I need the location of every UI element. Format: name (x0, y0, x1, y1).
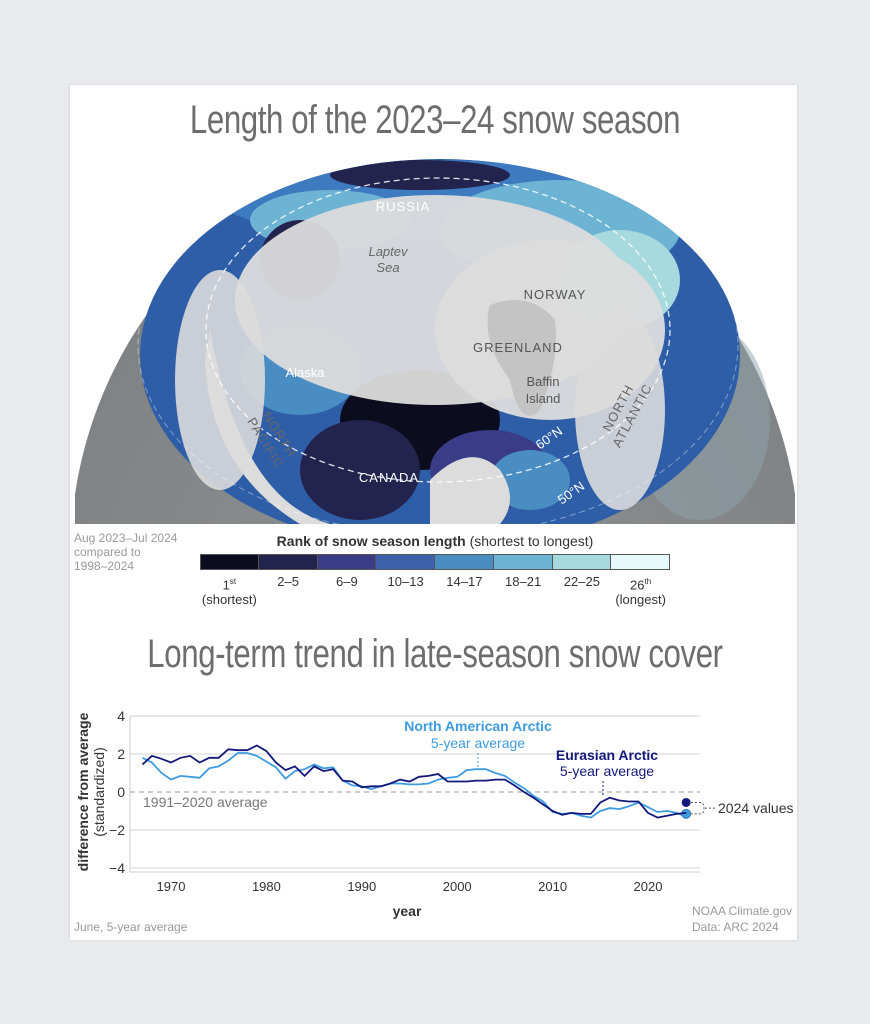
x-tick-label: 1990 (347, 879, 376, 894)
series-label-eurasian: Eurasian Arctic (556, 747, 658, 763)
credit-line: Data: ARC 2024 (692, 920, 779, 934)
latitude-50-line (137, 154, 739, 524)
reference-label: 1991–2020 average (143, 794, 268, 810)
label-canada: CANADA (359, 470, 419, 485)
legend-label: 14–17 (446, 574, 483, 589)
series-line-north-american (142, 752, 687, 819)
legend-title: Rank of snow season length (shortest to … (200, 533, 670, 549)
label-alaska: Alaska (285, 365, 325, 380)
y-tick-label: −2 (109, 822, 125, 838)
period-line: 1998–2024 (74, 559, 135, 573)
y-tick-label: 4 (117, 708, 125, 724)
footnote: June, 5-year average (74, 920, 188, 934)
period-line: Aug 2023–Jul 2024 (74, 531, 178, 545)
chart-title: Long-term trend in late-season snow cove… (147, 632, 723, 676)
x-tick-label: 2010 (538, 879, 567, 894)
series-label-north-american: North American Arctic (404, 718, 552, 734)
series-sublabel-eurasian: 5-year average (560, 763, 654, 779)
x-tick-label: 1980 (252, 879, 281, 894)
legend-title-rest: (shortest to longest) (465, 533, 594, 549)
y-tick-label: 0 (117, 784, 125, 800)
series-sublabel-north-american: 5-year average (431, 735, 525, 751)
credit-line: NOAA Climate.gov (692, 904, 792, 918)
legend-label: 6–9 (336, 574, 358, 589)
label-laptev-sea-1: Laptev (368, 244, 409, 259)
label-russia: RUSSIA (376, 199, 430, 214)
legend-label: 26th (longest) (615, 577, 666, 608)
legend-swatch (552, 554, 612, 570)
y-tick-label: −4 (109, 860, 125, 876)
legend-label: 1st (shortest) (201, 577, 257, 608)
annotation-2024: 2024 values (718, 800, 794, 816)
legend-swatch (376, 554, 435, 570)
y-tick-label: 2 (117, 746, 125, 762)
greenland-landmass (487, 300, 556, 416)
legend-label: 18–21 (505, 574, 542, 589)
period-line: compared to (74, 545, 141, 559)
label-greenland: GREENLAND (473, 340, 563, 355)
label-norway: NORWAY (524, 287, 587, 302)
x-tick-label: 2000 (443, 879, 472, 894)
legend-swatch (317, 554, 377, 570)
y-axis-sublabel: (standardized) (91, 747, 107, 837)
legend-swatch (493, 554, 553, 570)
series-line-eurasian (141, 744, 687, 819)
label-baffin-2: Island (526, 391, 561, 406)
label-baffin-1: Baffin (526, 374, 559, 389)
legend-title-bold: Rank of snow season length (276, 533, 466, 549)
legend-swatch (200, 554, 259, 570)
legend-swatch (435, 554, 494, 570)
label-laptev-sea-2: Sea (376, 260, 399, 275)
point-2024-eurasian (681, 797, 691, 807)
legend-label: 22–25 (563, 574, 600, 589)
bracket-2024 (691, 801, 705, 815)
map-title: Length of the 2023–24 snow season (189, 98, 681, 142)
x-axis-label: year (393, 903, 422, 919)
map-period-note: Aug 2023–Jul 2024 compared to 1998–2024 (74, 531, 177, 573)
legend-label: 2–5 (277, 574, 299, 589)
y-axis-label: difference from average (75, 712, 91, 871)
x-tick-label: 2020 (634, 879, 663, 894)
legend-swatch (258, 554, 318, 570)
legend-label: 10–13 (387, 574, 424, 589)
x-tick-label: 1970 (157, 879, 186, 894)
legend-swatch (611, 554, 670, 570)
latitude-60-line (205, 177, 671, 483)
